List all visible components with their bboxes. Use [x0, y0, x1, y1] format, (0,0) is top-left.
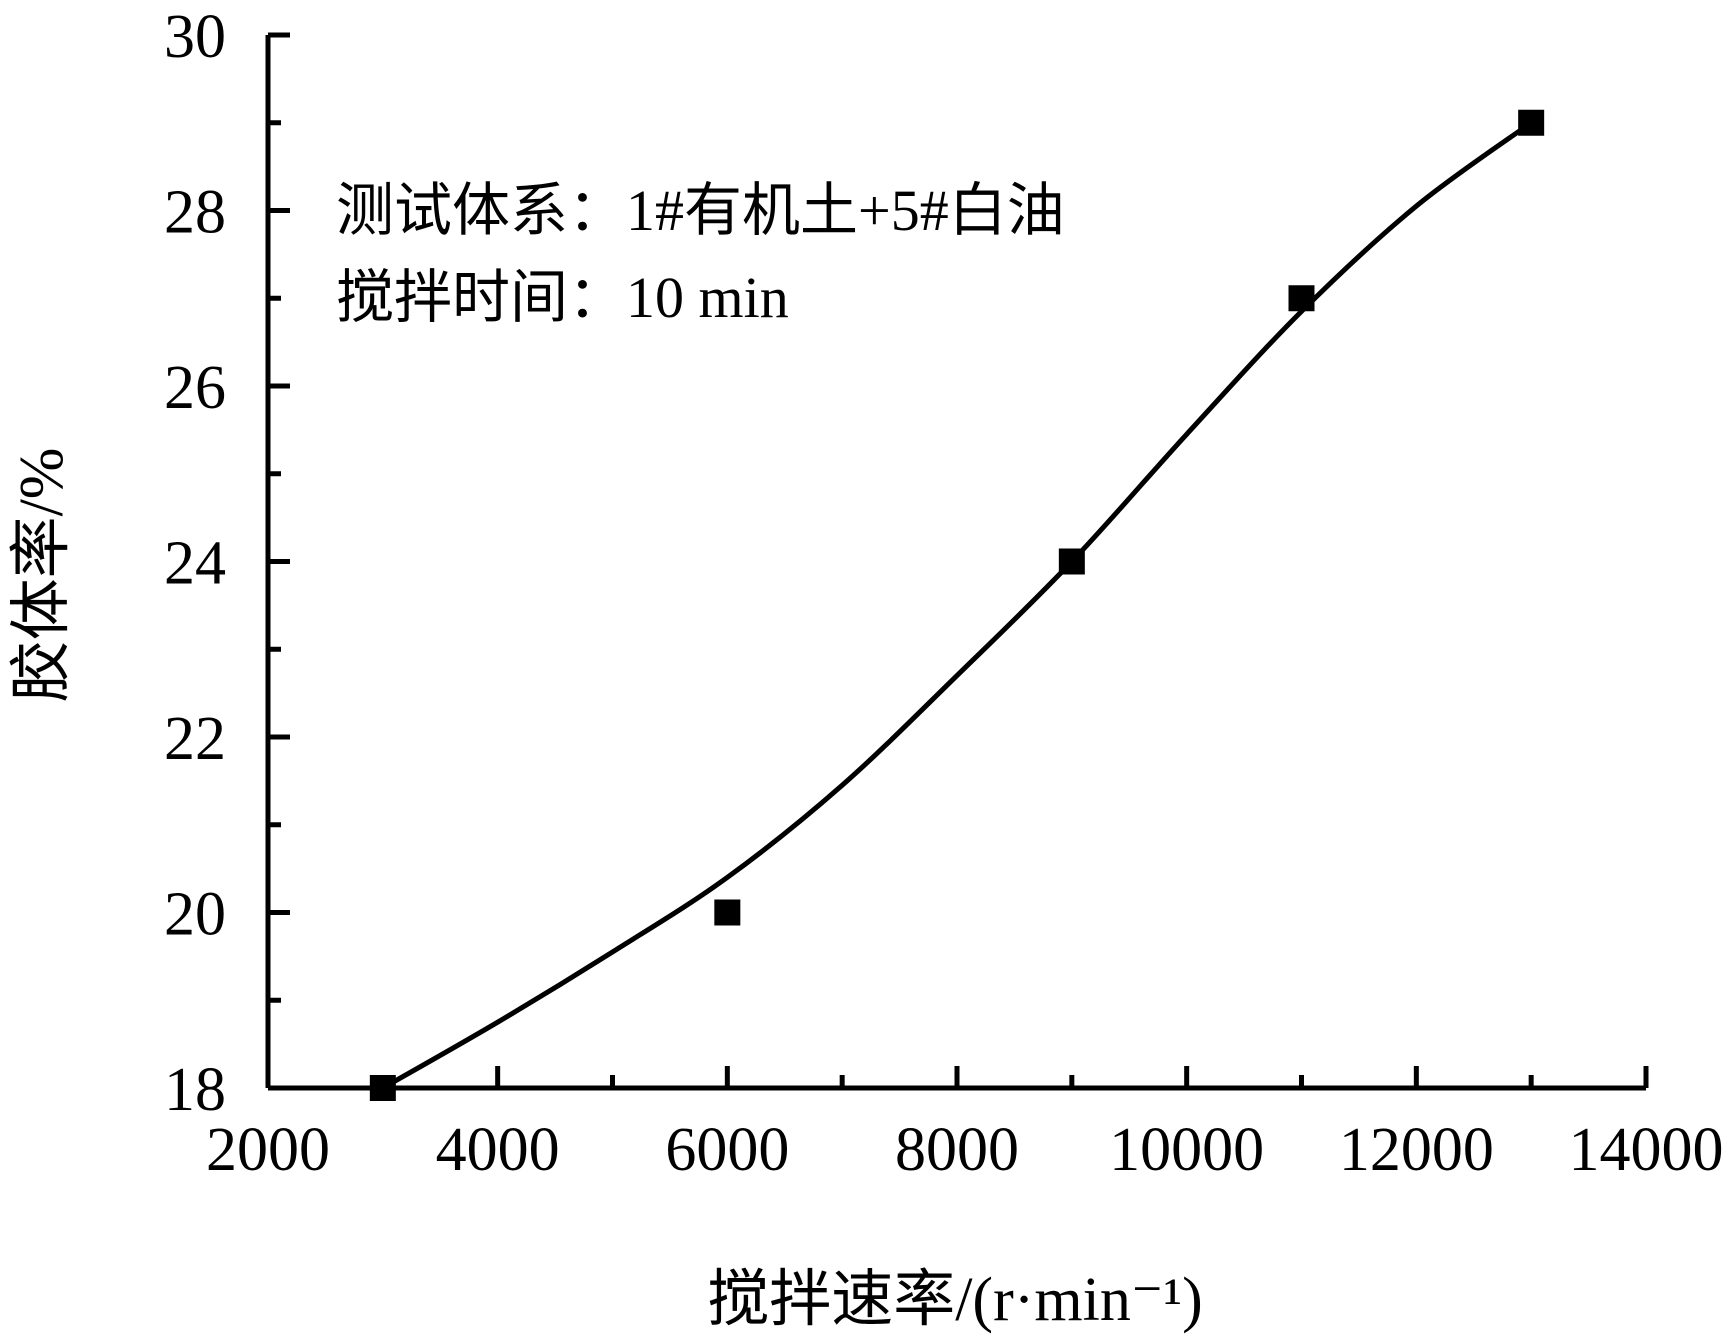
x-tick-label: 6000 — [665, 1116, 789, 1184]
data-point-marker — [369, 1075, 396, 1101]
x-tick-label: 4000 — [436, 1116, 560, 1184]
axes — [265, 32, 1649, 1091]
x-tick-label: 8000 — [895, 1116, 1019, 1184]
x-tick-label: 10000 — [1109, 1116, 1264, 1184]
y-axis-title: 胶体率/% — [8, 448, 76, 703]
data-point-marker — [1518, 109, 1545, 136]
y-tick-label: 24 — [164, 530, 226, 598]
y-tick-labels: 18 20 22 24 26 28 30 — [164, 3, 226, 1124]
y-tick-label: 18 — [164, 1056, 226, 1124]
annotation-block: 测试体系：1#有机土+5#白油 搅拌时间：10 min — [336, 178, 1065, 330]
y-tick-label: 28 — [164, 179, 226, 247]
fit-curve-layer — [381, 120, 1533, 1091]
annotation-test-system: 测试体系：1#有机土+5#白油 — [336, 178, 1065, 243]
y-tick-label: 20 — [164, 881, 226, 949]
data-point-marker — [1288, 285, 1315, 312]
x-tick-labels: 2000 4000 6000 8000 10000 12000 14000 — [206, 1116, 1724, 1184]
x-tick-label: 12000 — [1339, 1116, 1494, 1184]
fit-curve-line — [381, 120, 1533, 1091]
y-tick-label: 30 — [164, 3, 226, 71]
data-point-marker — [1058, 548, 1085, 575]
annotation-stir-time: 搅拌时间：10 min — [336, 265, 789, 330]
data-point-marker — [714, 899, 741, 926]
x-tick-label: 2000 — [206, 1116, 330, 1184]
x-axis-title: 搅拌速率/(r·min⁻¹) — [707, 1266, 1203, 1334]
x-tick-label: 14000 — [1569, 1116, 1724, 1184]
y-tick-label: 26 — [164, 354, 226, 422]
y-tick-label: 22 — [164, 705, 226, 773]
data-markers — [369, 109, 1545, 1101]
